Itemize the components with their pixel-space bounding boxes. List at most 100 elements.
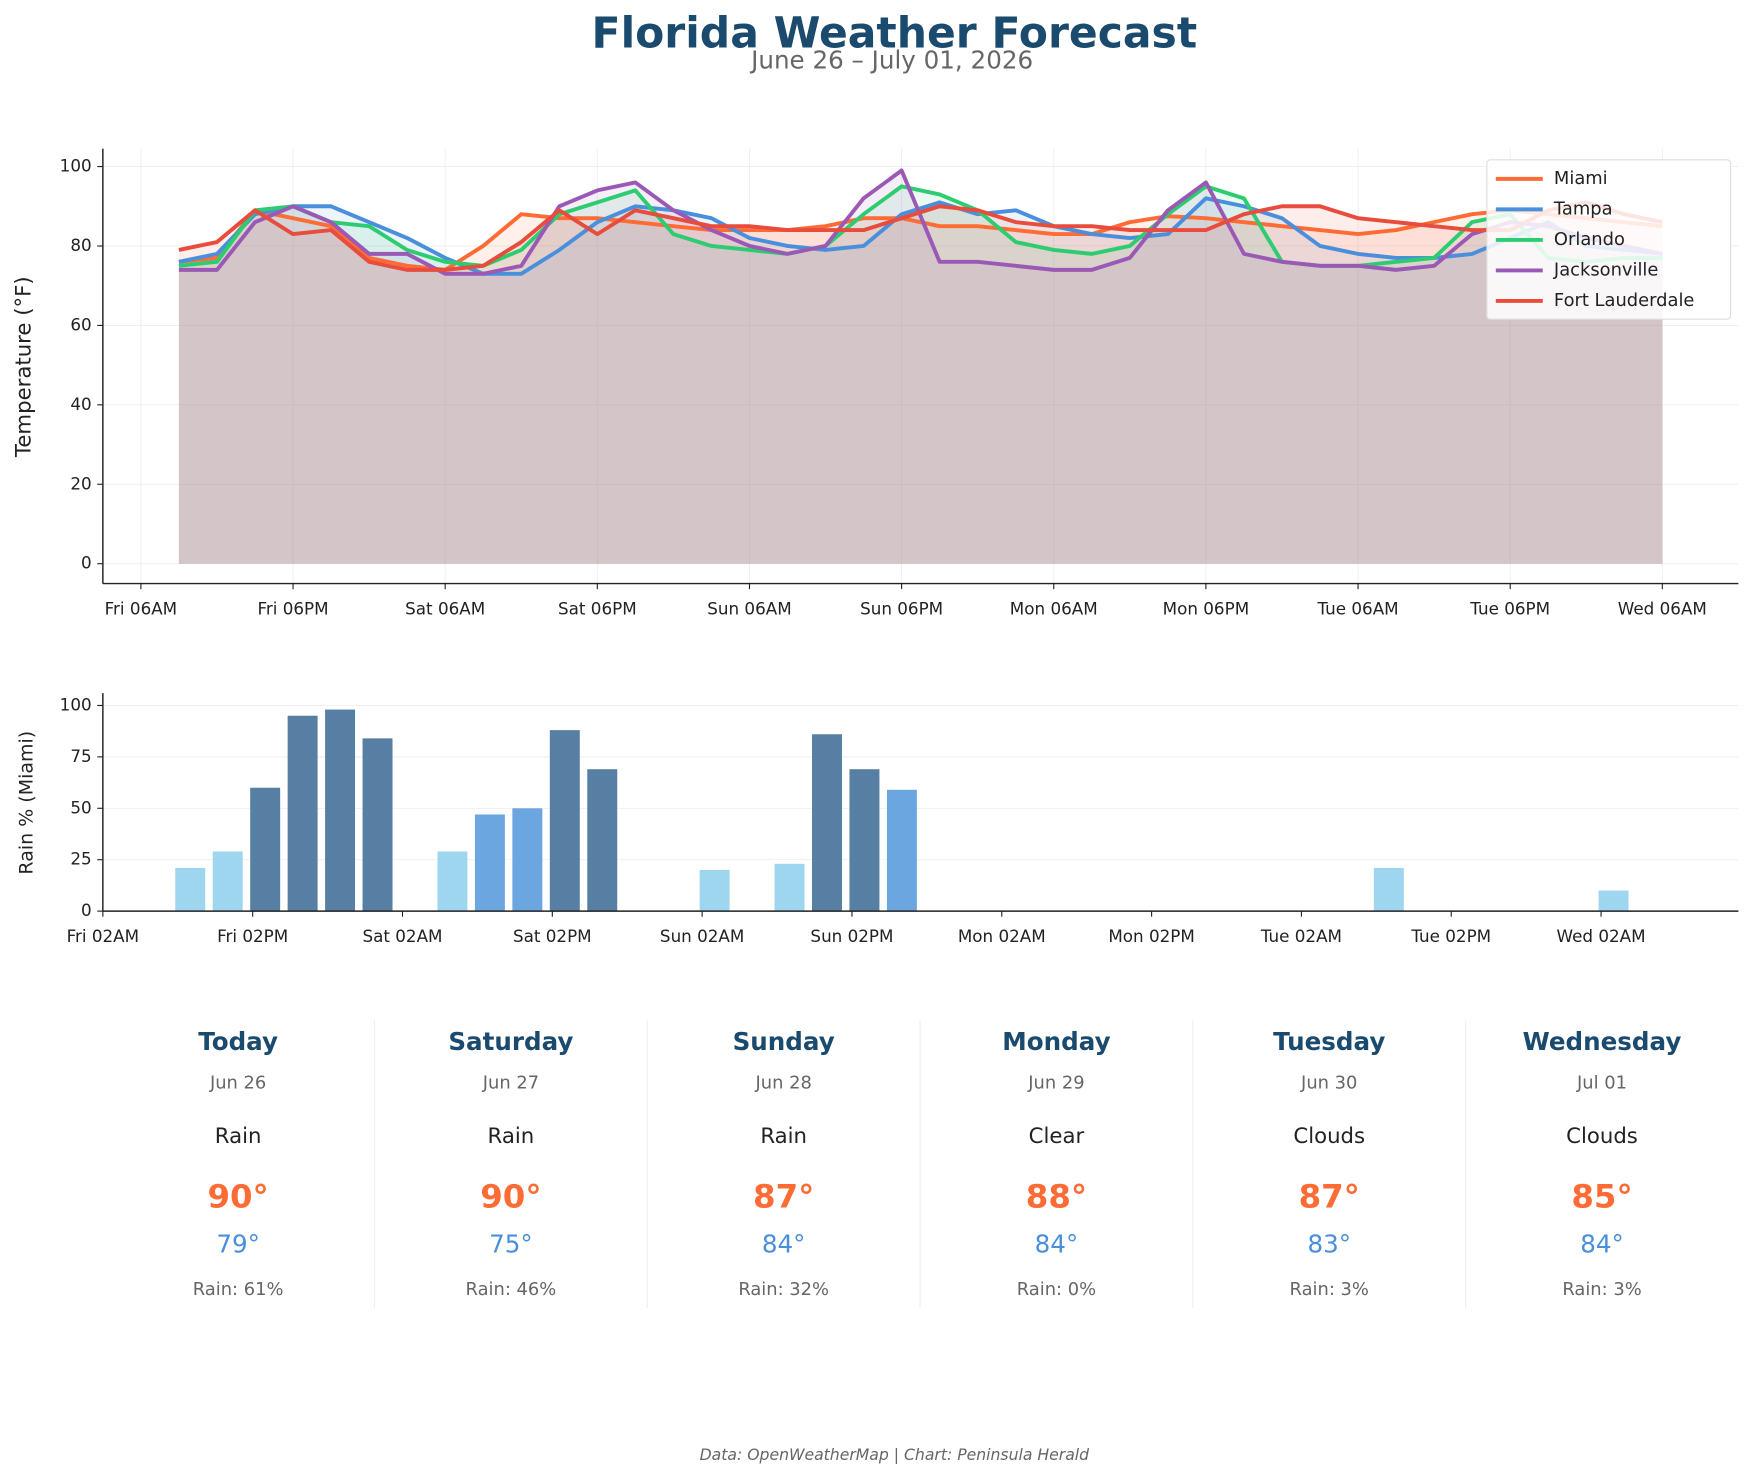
bar	[549, 730, 580, 912]
y-tick-label: 20	[70, 473, 91, 493]
x-tick-label: Sat 06AM	[405, 598, 485, 618]
y-tick-label: 0	[81, 553, 92, 573]
x-tick-label: Mon 02PM	[1108, 926, 1195, 946]
day-rain: Rain: 0%	[1017, 1279, 1096, 1300]
y-axis-label: Rain % (Miami)	[15, 731, 37, 875]
bar	[587, 769, 618, 912]
y-tick-label: 100	[60, 156, 92, 176]
day-date: Jun 30	[1300, 1072, 1357, 1093]
legend-label: Miami	[1554, 168, 1608, 189]
x-tick-label: Fri 06PM	[257, 598, 328, 618]
day-low: 75°	[489, 1229, 533, 1258]
day-name: Tuesday	[1273, 1027, 1385, 1056]
x-tick-label: Fri 02AM	[67, 926, 140, 946]
series-area	[178, 210, 1663, 564]
y-tick-label: 0	[81, 900, 92, 920]
series-area	[178, 198, 1663, 564]
day-date: Jun 29	[1027, 1072, 1084, 1093]
legend: Miami Tampa Orlando Jacksonville Fort Lauder…	[1486, 159, 1732, 320]
day-name: Saturday	[448, 1027, 573, 1056]
day-rain: Rain: 3%	[1290, 1279, 1369, 1300]
day-high: 90°	[480, 1177, 541, 1215]
day-rain: Rain: 32%	[738, 1279, 829, 1300]
bar	[287, 715, 318, 912]
legend-label: Fort Lauderdale	[1554, 290, 1695, 311]
y-tick-label: 60	[70, 314, 91, 334]
series-area	[178, 186, 1663, 564]
bar	[175, 867, 206, 912]
forecast-card: Wednesday Jul 01 Clouds 85° 84° Rain: 3%	[1465, 1020, 1682, 1308]
x-tick-label: Fri 06AM	[105, 598, 178, 618]
y-tick-label: 40	[70, 394, 91, 414]
day-condition: Rain	[488, 1124, 535, 1149]
series-line	[178, 184, 1663, 268]
y-tick-label: 100	[60, 694, 92, 714]
day-date: Jun 28	[755, 1072, 812, 1093]
day-high: 88°	[1026, 1177, 1087, 1215]
bar	[512, 808, 543, 912]
day-rain: Rain: 46%	[466, 1279, 557, 1300]
legend-label: Orlando	[1554, 229, 1625, 250]
bar	[250, 787, 281, 912]
x-tick-label: Mon 06AM	[1010, 598, 1098, 618]
bar	[362, 738, 393, 912]
bar	[699, 869, 730, 912]
day-low: 84°	[1035, 1229, 1079, 1258]
legend-label: Jacksonville	[1553, 259, 1658, 280]
y-tick-label: 50	[70, 797, 91, 817]
x-tick-label: Sun 06PM	[860, 598, 943, 618]
series-area	[178, 170, 1663, 564]
bar	[849, 769, 880, 912]
x-tick-label: Tue 02AM	[1260, 926, 1342, 946]
bar	[886, 789, 917, 912]
legend-label: Tampa	[1553, 198, 1613, 219]
forecast-card: Monday Jun 29 Clear 88° 84° Rain: 0%	[919, 1020, 1111, 1308]
footer: Data: OpenWeatherMap | Chart: Peninsula …	[700, 1445, 1090, 1464]
day-name: Wednesday	[1523, 1027, 1682, 1056]
x-tick-label: Sun 02AM	[660, 926, 744, 946]
forecast-card: Saturday Jun 27 Rain 90° 75° Rain: 46%	[373, 1020, 573, 1308]
bar	[812, 734, 842, 912]
day-low: 84°	[762, 1229, 806, 1258]
x-tick-label: Tue 06AM	[1316, 598, 1398, 618]
y-tick-label: 25	[70, 849, 91, 869]
x-tick-label: Sun 02PM	[810, 926, 893, 946]
x-tick-label: Mon 02AM	[958, 926, 1046, 946]
day-low: 84°	[1580, 1229, 1624, 1258]
bar	[1598, 890, 1629, 912]
y-axis-label: Temperature (°F)	[12, 276, 37, 458]
day-name: Sunday	[733, 1027, 835, 1056]
day-condition: Rain	[760, 1124, 807, 1149]
legend-box	[1486, 159, 1732, 320]
series-line	[178, 200, 1663, 272]
day-name: Monday	[1002, 1027, 1110, 1056]
x-tick-label: Tue 06PM	[1469, 598, 1550, 618]
series-line	[178, 168, 1663, 276]
y-tick-label: 75	[70, 746, 91, 766]
day-low: 79°	[216, 1229, 260, 1258]
x-tick-label: Wed 02AM	[1557, 926, 1646, 946]
y-tick-label: 80	[70, 235, 91, 255]
x-tick-label: Wed 06AM	[1618, 598, 1707, 618]
day-condition: Clouds	[1566, 1124, 1638, 1149]
bar	[774, 863, 805, 912]
x-tick-label: Sat 06PM	[558, 598, 637, 618]
forecast-card: Sunday Jun 28 Rain 87° 84° Rain: 32%	[646, 1020, 835, 1308]
forecast-card: Tuesday Jun 30 Clouds 87° 83° Rain: 3%	[1192, 1020, 1385, 1308]
day-rain: Rain: 61%	[193, 1279, 284, 1300]
x-tick-label: Sat 02PM	[513, 926, 592, 946]
x-tick-label: Mon 06PM	[1163, 598, 1250, 618]
x-tick-label: Tue 02PM	[1410, 926, 1491, 946]
day-condition: Rain	[215, 1124, 262, 1149]
x-tick-label: Fri 02PM	[217, 926, 288, 946]
series-area	[178, 202, 1663, 564]
x-tick-label: Sun 06AM	[707, 598, 791, 618]
day-high: 87°	[1299, 1177, 1360, 1215]
day-rain: Rain: 3%	[1562, 1279, 1641, 1300]
day-condition: Clear	[1029, 1124, 1085, 1149]
bar	[474, 814, 505, 912]
day-date: Jun 26	[209, 1072, 266, 1093]
day-date: Jun 27	[482, 1072, 539, 1093]
